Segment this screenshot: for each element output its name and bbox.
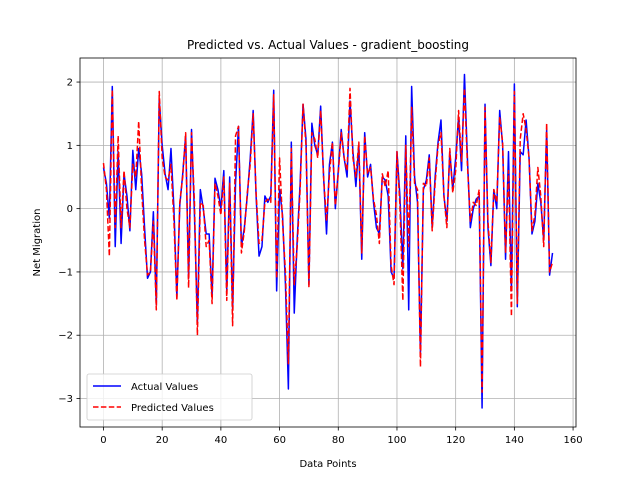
y-tick-label: −1 xyxy=(58,267,73,278)
y-axis-ticks: −3 −2 −1 0 1 2 xyxy=(58,78,80,405)
y-axis-label: Net Migration xyxy=(32,209,43,277)
x-tick-label: 60 xyxy=(273,435,286,446)
chart-title: Predicted vs. Actual Values - gradient_b… xyxy=(187,38,469,52)
y-tick-label: −3 xyxy=(58,394,73,405)
plot-area-frame xyxy=(79,57,577,428)
x-tick-label: 40 xyxy=(215,435,228,446)
x-tick-label: 80 xyxy=(332,435,345,446)
predicted-values-line xyxy=(102,87,554,393)
y-tick-label: 1 xyxy=(67,141,73,152)
legend-box xyxy=(86,373,253,421)
x-axis-label: Data Points xyxy=(299,459,356,470)
x-tick-label: 140 xyxy=(505,435,524,446)
x-tick-label: 160 xyxy=(564,435,583,446)
x-axis-ticks: 0 20 40 60 80 100 120 140 160 xyxy=(100,427,583,446)
x-tick-label: 0 xyxy=(100,435,106,446)
y-tick-label: −2 xyxy=(58,331,73,342)
legend: Actual Values Predicted Values xyxy=(86,373,253,421)
x-tick-label: 20 xyxy=(156,435,169,446)
x-tick-label: 120 xyxy=(446,435,465,446)
legend-label-predicted: Predicted Values xyxy=(131,403,214,414)
legend-label-actual: Actual Values xyxy=(131,382,198,393)
y-tick-label: 0 xyxy=(67,204,73,215)
series-lines xyxy=(102,73,554,409)
y-tick-label: 2 xyxy=(67,78,73,89)
x-tick-label: 100 xyxy=(387,435,406,446)
